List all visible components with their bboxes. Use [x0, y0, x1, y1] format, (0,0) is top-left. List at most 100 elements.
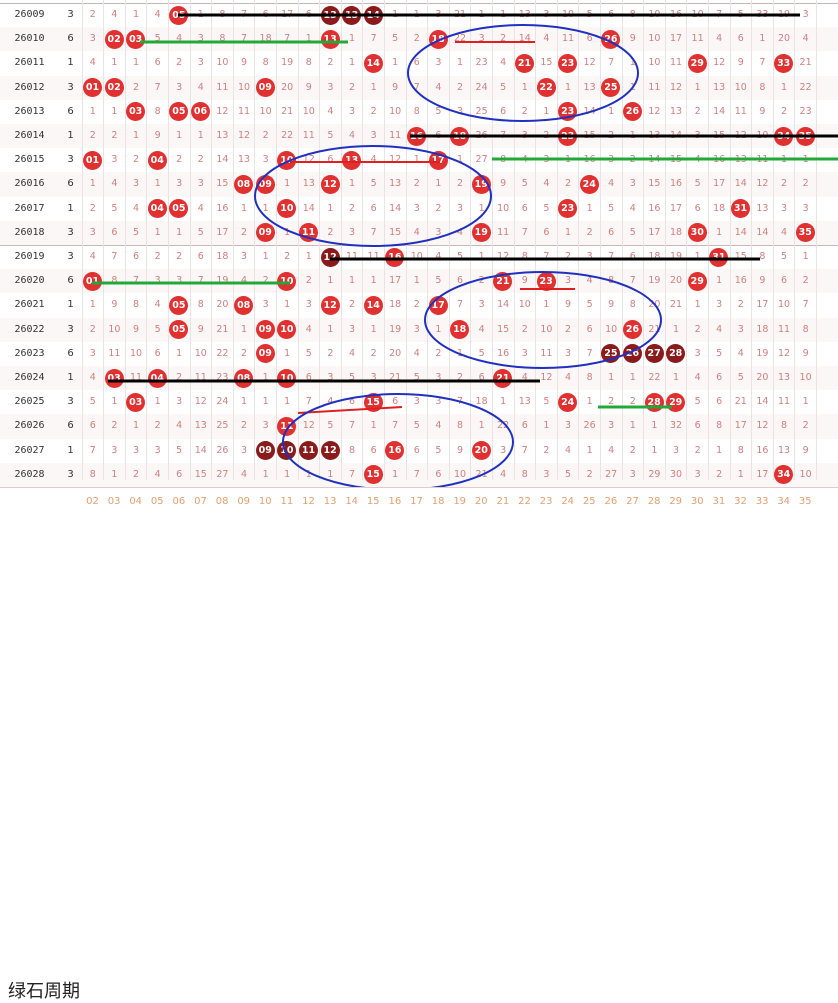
gap-cell: 9	[132, 323, 139, 335]
gap-cell: 2	[780, 178, 787, 190]
gap-cell: 6	[435, 130, 442, 141]
gap-cell: 10	[777, 299, 791, 311]
gap-cell: 15	[648, 178, 661, 190]
gap-cell: 2	[694, 105, 701, 117]
gap-cell: 32	[669, 420, 683, 432]
gap-cell: 3	[413, 323, 420, 335]
drawn-ball: 14	[363, 53, 383, 73]
column-divider	[599, 0, 601, 480]
gap-cell: 3	[543, 154, 550, 166]
gap-cell: 2	[694, 323, 701, 335]
gap-cell: 5	[305, 347, 312, 359]
footer-number: 17	[410, 496, 423, 507]
drawn-ball: 26	[623, 344, 642, 364]
gap-cell: 2	[435, 347, 442, 359]
gap-cell: 4	[500, 57, 507, 69]
gap-cell: 3	[348, 323, 355, 335]
gap-cell: 9	[500, 178, 507, 190]
drawn-ball: 10	[277, 441, 297, 461]
gap-cell: 21	[648, 323, 661, 335]
gap-cell: 4	[456, 226, 463, 238]
gap-cell: 14	[216, 154, 229, 166]
gap-cell: 2	[564, 178, 571, 190]
drawn-ball: 24	[558, 392, 578, 412]
footer-number: 05	[150, 496, 164, 507]
gap-cell: 1	[240, 396, 247, 408]
footer-number: 23	[539, 496, 553, 507]
gap-cell: 10	[648, 9, 661, 20]
gap-cell: 9	[759, 105, 766, 117]
gap-cell: 1	[111, 396, 118, 408]
gap-cell: 1	[89, 178, 96, 190]
gap-cell: 1	[132, 420, 139, 432]
drawn-ball: 16	[385, 247, 405, 267]
gap-cell: 2	[456, 81, 463, 93]
gap-cell: 6	[89, 420, 96, 432]
drawn-ball: 18	[428, 29, 448, 49]
gap-cell: 1	[802, 396, 809, 408]
gap-cell: 14	[302, 202, 315, 214]
gap-cell: 6	[478, 372, 485, 383]
gap-cell: 1	[629, 372, 636, 383]
gap-cell: 1	[629, 57, 636, 69]
gap-cell: 12	[194, 396, 207, 408]
gap-cell: 5	[694, 396, 701, 408]
sum-cell: 3	[67, 81, 74, 93]
column-divider	[535, 0, 537, 480]
gap-cell: 7	[348, 468, 355, 480]
gap-cell: 2	[608, 130, 615, 141]
gap-cell: 2	[327, 226, 334, 238]
gap-cell: 1	[716, 226, 723, 238]
gap-cell: 2	[543, 444, 550, 456]
gap-cell: 5	[370, 178, 377, 190]
gap-cell: 4	[89, 372, 96, 383]
sum-cell: 3	[67, 323, 74, 335]
gap-cell: 7	[111, 251, 118, 262]
gap-cell: 3	[478, 33, 485, 45]
gap-cell: 4	[694, 154, 701, 166]
column-divider	[470, 0, 472, 480]
gap-cell: 19	[669, 251, 683, 262]
gap-cell: 5	[586, 9, 593, 20]
gap-cell: 12	[540, 372, 553, 383]
period-cell: 26016	[14, 178, 45, 190]
gap-cell: 1	[694, 251, 701, 262]
drawn-ball: 13	[342, 5, 362, 25]
drawn-ball: 05	[169, 295, 189, 315]
gap-cell: 10	[216, 57, 229, 69]
gap-cell: 3	[262, 299, 269, 311]
gap-cell: 6	[132, 251, 139, 262]
gap-cell: 3	[89, 33, 96, 45]
gap-cell: 3	[305, 299, 312, 311]
drawn-ball: 08	[234, 295, 254, 315]
gap-cell: 11	[216, 81, 229, 93]
gap-cell: 14	[713, 105, 726, 117]
drawn-ball: 35	[795, 126, 815, 146]
gap-cell: 7	[629, 275, 636, 287]
gap-cell: 17	[389, 275, 402, 287]
drawn-ball: 04	[147, 199, 167, 219]
gap-cell: 7	[608, 57, 615, 69]
gap-cell: 17	[648, 226, 661, 238]
gap-cell: 2	[154, 420, 161, 432]
gap-cell: 1	[111, 468, 118, 480]
gap-cell: 1	[132, 9, 139, 20]
gap-cell: 7	[802, 299, 809, 311]
footer-number: 32	[734, 496, 747, 507]
sum-cell: 6	[67, 347, 74, 359]
footer-number: 21	[496, 496, 510, 507]
drawn-ball: 23	[558, 199, 578, 219]
gap-cell: 3	[348, 105, 355, 117]
gap-cell: 1	[111, 57, 118, 69]
gap-cell: 10	[453, 468, 467, 480]
sum-cell: 1	[67, 444, 74, 456]
gap-cell: 9	[240, 57, 247, 69]
gap-cell: 1	[435, 178, 442, 190]
gap-cell: 4	[413, 347, 420, 359]
gap-cell: 6	[737, 33, 744, 45]
gap-cell: 2	[413, 33, 420, 45]
period-cell: 26010	[14, 33, 45, 45]
gap-cell: 7	[500, 130, 507, 141]
gap-cell: 1	[435, 323, 442, 335]
gap-cell: 1	[197, 130, 204, 141]
